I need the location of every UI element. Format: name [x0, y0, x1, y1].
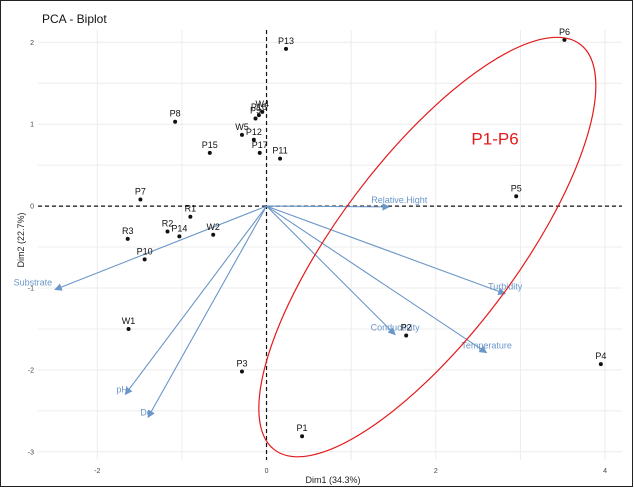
data-point	[278, 156, 283, 161]
data-point	[188, 214, 193, 219]
point-label: R3	[122, 226, 134, 236]
point-label: W2	[206, 222, 220, 232]
data-point	[598, 362, 603, 367]
data-point	[300, 434, 305, 439]
y-tick-label: -1	[28, 286, 34, 293]
annotation-layer: P1-P6	[258, 36, 597, 458]
y-tick-label: 0	[30, 204, 34, 211]
point-label: P11	[272, 146, 287, 156]
point-label: P4	[595, 351, 606, 361]
variable-arrow	[124, 205, 267, 396]
point-label: P16	[251, 102, 267, 112]
point-label: P2	[401, 323, 412, 333]
x-tick-label: 2	[434, 468, 438, 475]
grid-lines	[38, 30, 622, 460]
variable-label: Do	[140, 407, 152, 417]
variable-arrow	[54, 205, 267, 291]
point-label: P10	[137, 246, 153, 256]
point-label: P13	[278, 36, 294, 46]
data-point	[211, 232, 216, 237]
point-label: P6	[559, 27, 570, 37]
data-point	[260, 109, 265, 114]
x-tick-label: 0	[265, 468, 269, 475]
data-point	[173, 119, 178, 124]
y-tick-label: 1	[30, 122, 34, 129]
data-point	[165, 229, 170, 234]
point-label: P7	[135, 187, 146, 197]
point-label: W5	[235, 122, 249, 132]
data-point	[404, 333, 409, 338]
variable-label: Turbidity	[488, 282, 523, 292]
point-label: W4	[256, 99, 270, 109]
data-point	[239, 369, 244, 374]
variable-label: Substrate	[14, 278, 53, 288]
point-label: P3	[236, 359, 247, 369]
y-tick-label: 2	[30, 40, 34, 47]
variable-arrow	[147, 205, 268, 419]
variable-arrows: Relative.Hight Turbidity Temperature Conduc…	[14, 195, 523, 419]
point-label: P12	[246, 127, 262, 137]
data-point	[283, 46, 288, 51]
variable-label: Relative.Hight	[371, 195, 428, 205]
variable-arrow	[266, 205, 396, 336]
point-label: P1	[297, 423, 308, 433]
data-point	[177, 234, 182, 239]
point-label: P8	[170, 109, 181, 119]
data-point	[257, 150, 262, 155]
variable-label: Temperature	[461, 341, 512, 351]
cluster-label: P1-P6	[471, 130, 518, 149]
x-tick-label: 4	[603, 468, 607, 475]
data-point	[207, 150, 212, 155]
data-point	[256, 113, 261, 118]
point-label: P15	[202, 140, 218, 150]
x-axis-label: Dim1 (34.3%)	[305, 475, 360, 485]
y-axis-label: Dim2 (22.7%)	[16, 212, 26, 267]
point-label: P9	[250, 105, 261, 115]
variable-label: pH	[116, 384, 128, 394]
data-point	[138, 197, 143, 202]
point-label: W1	[122, 316, 136, 326]
data-point	[253, 116, 258, 121]
variable-arrow	[266, 203, 391, 211]
zero-lines	[38, 30, 622, 460]
data-point	[562, 37, 567, 42]
point-label: P14	[171, 223, 187, 233]
cluster-ellipse	[258, 36, 597, 458]
point-label: P5	[511, 183, 522, 193]
y-tick-label: -3	[28, 449, 34, 456]
chart-title: PCA - Biplot	[42, 12, 107, 26]
point-label: P17	[252, 140, 268, 150]
data-point	[251, 137, 256, 142]
x-tick-label: -2	[94, 468, 100, 475]
tick-labels: -2 0 2 4 -3 -2 -1 0 1 2	[28, 40, 607, 475]
data-point	[239, 132, 244, 137]
point-label: R1	[185, 204, 197, 214]
data-point	[142, 257, 147, 262]
point-label: R2	[162, 218, 174, 228]
y-tick-label: -2	[28, 367, 34, 374]
variable-label: Conductivity	[371, 323, 421, 333]
data-point	[126, 326, 131, 331]
variable-arrow	[266, 205, 506, 295]
data-point	[125, 236, 130, 241]
variable-arrow	[266, 205, 488, 354]
data-point	[514, 194, 519, 199]
